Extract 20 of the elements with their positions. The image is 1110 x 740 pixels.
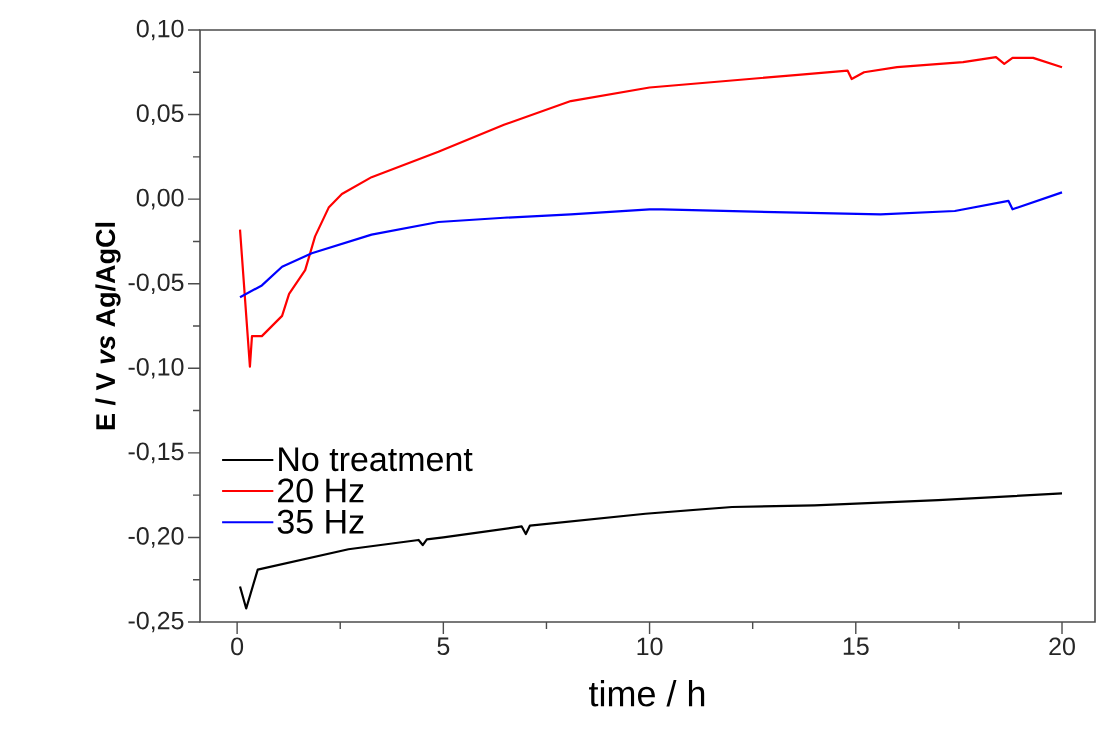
y-tick-label: 0,00 xyxy=(136,188,184,210)
y-tick-label: -0,05 xyxy=(128,273,184,295)
y-tick-label: -0,25 xyxy=(128,611,184,633)
legend-label: 35 Hz xyxy=(277,509,364,534)
y-tick-label: -0,15 xyxy=(128,442,184,464)
line-series xyxy=(238,55,1064,368)
legend-label: No treatment xyxy=(279,447,473,472)
y-tick-label: 0,05 xyxy=(136,104,184,125)
x-tick-label: 20 xyxy=(1049,637,1075,656)
y-tick-label: 0,10 xyxy=(136,19,184,41)
line-series xyxy=(238,191,1064,299)
x-tick-label: 10 xyxy=(637,637,663,656)
y-tick-label: -0,20 xyxy=(128,527,184,548)
x-axis-title: time / h xyxy=(589,680,705,707)
x-tick-label: 15 xyxy=(843,637,869,655)
legend-label: 20 Hz xyxy=(278,478,364,503)
y-tick-label: -0,10 xyxy=(128,357,184,379)
y-axis-title: E / V vs Ag/AgCl xyxy=(95,222,121,430)
x-tick-label: 0 xyxy=(231,637,244,656)
x-tick-label: 5 xyxy=(437,637,450,655)
